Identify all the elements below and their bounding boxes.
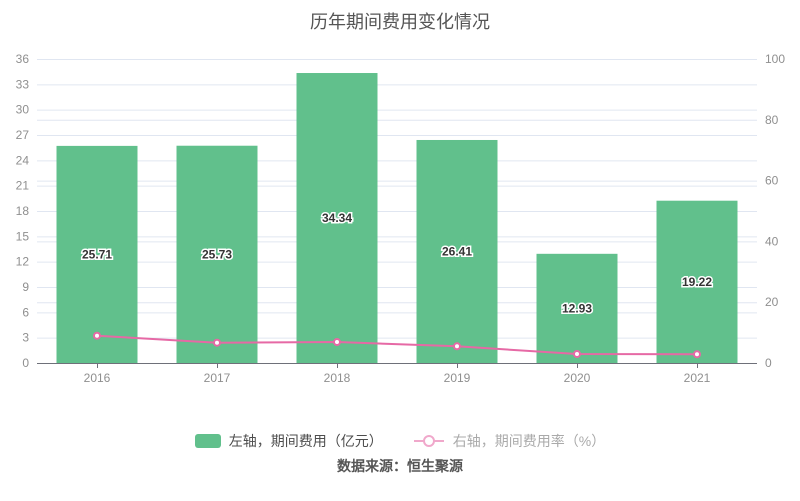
- legend-item-line-series[interactable]: 右轴，期间费用率（%）: [413, 431, 605, 451]
- legend-line-label: 右轴，期间费用率（%）: [452, 433, 606, 449]
- chart-legend: 左轴，期间费用（亿元） 右轴，期间费用率（%）: [0, 431, 800, 451]
- y-axis-left-tick-label: 36: [16, 52, 30, 66]
- data-source-caption: 数据来源：恒生聚源: [337, 458, 463, 474]
- y-axis-left-tick-label: 9: [22, 280, 29, 294]
- x-axis-tick-label: 2018: [324, 371, 351, 385]
- bar-value-label: 12.93: [562, 301, 592, 315]
- bar-value-label: 25.73: [202, 247, 232, 261]
- x-axis: 2016 2017 2018 2019 2020 2021: [37, 363, 757, 385]
- x-axis-tick-label: 2020: [564, 371, 591, 385]
- x-axis-tick-label: 2017: [204, 371, 231, 385]
- bar-series-swatch-icon: [194, 434, 221, 448]
- y-axis-left-tick-label: 21: [16, 179, 30, 193]
- y-axis-right-tick-label: 40: [765, 234, 779, 248]
- x-axis-tick-label: 2016: [84, 371, 111, 385]
- x-axis-tick-label: 2019: [444, 371, 471, 385]
- bar-2020[interactable]: [536, 253, 618, 363]
- chart-title: 历年期间费用变化情况: [310, 12, 490, 32]
- bar-2018[interactable]: [296, 73, 378, 364]
- y-axis-right-tick-label: 80: [765, 113, 779, 127]
- bar-value-label: 25.71: [82, 247, 112, 261]
- bar-2021[interactable]: [656, 200, 738, 363]
- gridlines: [37, 59, 757, 339]
- y-axis-left-tick-label: 24: [16, 153, 30, 167]
- y-axis-left-tick-label: 12: [16, 255, 30, 269]
- y-axis-right-tick-label: 20: [765, 295, 779, 309]
- y-axis-left-tick-label: 30: [16, 103, 30, 117]
- bar-value-label: 19.22: [682, 275, 712, 289]
- bar-value-label: 34.34: [322, 211, 352, 225]
- x-axis-tick-label: 2021: [684, 371, 711, 385]
- y-axis-left-tick-label: 27: [16, 128, 30, 142]
- y-axis-right-tick-label: 60: [765, 174, 779, 188]
- y-axis-right-tick-label: 0: [765, 356, 772, 370]
- line-point-2019[interactable]: [453, 342, 461, 351]
- y-axis-left-tick-label: 0: [22, 356, 29, 370]
- y-axis-left-tick-label: 6: [22, 305, 29, 319]
- bar-2016[interactable]: [56, 145, 138, 363]
- y-axis-right: 0 20 40 60 80 100: [765, 52, 785, 370]
- y-axis-left-tick-label: 3: [22, 331, 29, 345]
- line-point-2021[interactable]: [693, 350, 701, 359]
- bar-value-label: 26.41: [442, 244, 472, 258]
- line-point-2016[interactable]: [93, 331, 101, 340]
- line-series-marker-icon: [413, 435, 444, 447]
- legend-item-bar-series[interactable]: 左轴，期间费用（亿元）: [194, 431, 383, 451]
- line-point-2017[interactable]: [213, 338, 221, 347]
- line-series: [93, 331, 701, 359]
- line-point-2020[interactable]: [573, 350, 581, 359]
- trend-line: [96, 334, 698, 356]
- bar-2017[interactable]: [176, 145, 258, 363]
- bar-series: 25.71 25.73 34.34 26.41 12.93 19.22: [56, 73, 738, 364]
- y-axis-left-tick-label: 18: [16, 204, 30, 218]
- bar-2019[interactable]: [416, 139, 498, 363]
- y-axis-left-tick-label: 33: [16, 77, 30, 91]
- y-axis-right-tick-label: 100: [765, 52, 785, 66]
- y-axis-left-tick-label: 15: [16, 229, 30, 243]
- legend-bar-label: 左轴，期间费用（亿元）: [228, 433, 383, 449]
- line-point-2018[interactable]: [333, 338, 341, 347]
